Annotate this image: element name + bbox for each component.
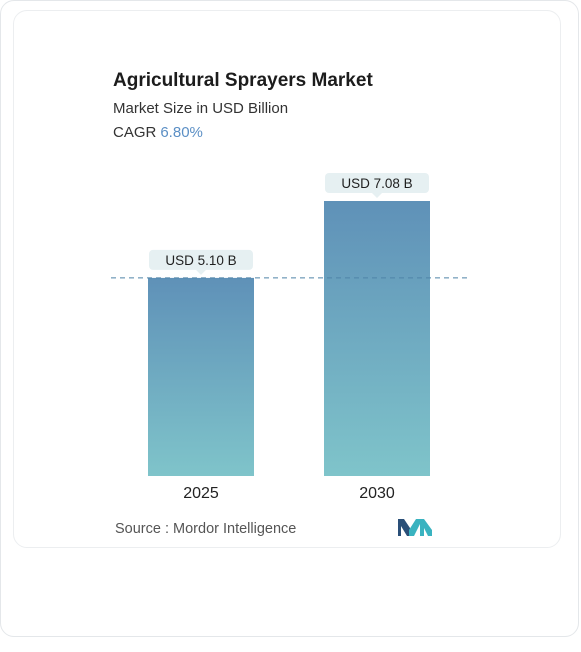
- cagr-line: CAGR 6.80%: [113, 124, 203, 141]
- data-label-text: USD 5.10 B: [165, 253, 236, 268]
- source-line: Source : Mordor Intelligence: [115, 521, 296, 537]
- chart-title: Agricultural Sprayers Market: [113, 70, 373, 91]
- data-label-2025: USD 5.10 B: [149, 249, 253, 275]
- data-label-bubble: [149, 249, 253, 270]
- bar-2025: [148, 277, 254, 476]
- bars: [148, 201, 430, 476]
- cagr-value: 6.80%: [160, 124, 203, 141]
- data-label-bubble: [325, 173, 429, 193]
- x-tick-label-2030: 2030: [359, 485, 395, 502]
- data-label-text: USD 7.08 B: [341, 176, 412, 191]
- bar-2030: [324, 201, 430, 476]
- cagr-label: CAGR: [113, 124, 157, 141]
- chart-card: [13, 10, 561, 548]
- data-label-pointer: [372, 193, 382, 198]
- data-label-2030: USD 7.08 B: [325, 173, 429, 198]
- data-label-pointer: [196, 269, 206, 275]
- source-label: Source :: [115, 521, 169, 537]
- mordor-intelligence-logo: [398, 519, 432, 536]
- x-axis-tick-labels: 2025 2030: [183, 485, 395, 502]
- x-tick-label-2025: 2025: [183, 485, 219, 502]
- source-name: Mordor Intelligence: [173, 521, 297, 537]
- chart-subtitle: Market Size in USD Billion: [113, 100, 289, 117]
- data-labels: USD 5.10 B USD 7.08 B: [149, 173, 429, 275]
